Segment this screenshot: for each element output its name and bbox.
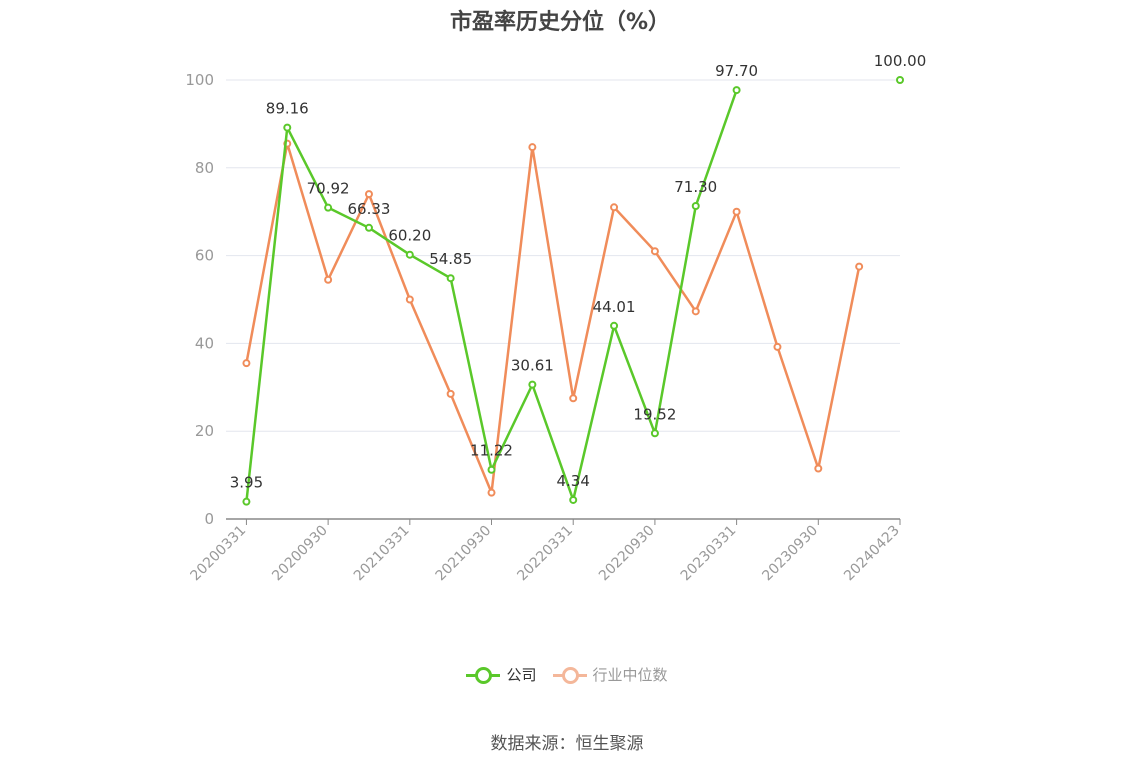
data-label-company-8: 4.34 xyxy=(557,472,590,490)
data-point-industry-6 xyxy=(487,488,496,497)
data-label-company-4: 60.20 xyxy=(388,227,431,245)
data-point-company-16 xyxy=(896,76,904,84)
data-point-industry-2 xyxy=(324,275,333,284)
data-point-industry-15 xyxy=(855,262,864,271)
data-point-industry-4 xyxy=(405,295,414,304)
grid-lines xyxy=(226,79,900,432)
legend-label-industry: 行业中位数 xyxy=(592,666,668,684)
data-point-company-8 xyxy=(569,495,578,504)
data-source-note: 数据来源：恒生聚源 xyxy=(490,734,644,754)
data-label-company-12: 97.70 xyxy=(715,62,758,80)
data-labels: 3.95 89.16 70.92 66.33 60.20 54.85 11.22 30.61 4… xyxy=(230,52,927,492)
legend-item-industry[interactable]: 行业中位数 xyxy=(552,664,668,685)
data-point-industry-8 xyxy=(569,394,578,403)
data-point-company-6 xyxy=(487,465,496,474)
data-point-company-3 xyxy=(364,223,373,232)
series-line-industry-0 xyxy=(245,142,861,494)
data-point-industry-5 xyxy=(446,389,455,398)
data-point-industry-11 xyxy=(691,307,700,316)
y-tick-label-0: 0 xyxy=(204,510,214,528)
data-point-industry-3 xyxy=(364,190,373,199)
x-tick-label-6: 20230331 xyxy=(678,523,740,585)
data-label-company-16: 100.00 xyxy=(874,52,927,70)
x-tick-label-7: 20230930 xyxy=(759,523,821,585)
x-tick-label-3: 20210930 xyxy=(433,523,495,585)
data-label-company-7: 30.61 xyxy=(511,357,554,375)
data-label-company-6: 11.22 xyxy=(470,442,513,460)
data-point-industry-13 xyxy=(773,342,782,351)
x-tick-label-5: 20220930 xyxy=(596,523,658,585)
legend-swatch-company xyxy=(466,666,501,684)
data-label-company-0: 3.95 xyxy=(230,474,263,492)
data-point-company-2 xyxy=(324,203,333,212)
data-label-company-5: 54.85 xyxy=(429,250,472,268)
data-label-company-9: 44.01 xyxy=(593,298,636,316)
legend: 公司 行业中位数 xyxy=(0,664,1134,685)
data-label-company-11: 71.30 xyxy=(674,178,717,196)
y-tick-label-5: 100 xyxy=(185,71,214,89)
data-point-industry-14 xyxy=(814,464,823,473)
chart-title: 市盈率历史分位（%） xyxy=(449,10,671,35)
data-label-company-1: 89.16 xyxy=(266,100,309,118)
y-tick-label-2: 40 xyxy=(195,334,214,352)
data-point-industry-7 xyxy=(528,143,537,152)
x-tick-label-1: 20200930 xyxy=(269,523,331,585)
axes: 0 20 40 60 80 100 20200331 20200930 20210331 2021… xyxy=(185,71,902,584)
data-point-company-1 xyxy=(283,123,292,132)
y-tick-label-4: 80 xyxy=(195,159,214,177)
data-label-company-3: 66.33 xyxy=(347,200,390,218)
x-tick-label-2: 20210331 xyxy=(351,523,413,585)
data-point-company-5 xyxy=(446,274,455,283)
data-point-industry-12 xyxy=(732,207,741,216)
y-tick-label-1: 20 xyxy=(195,422,214,440)
series-line-company-0 xyxy=(245,89,738,502)
legend-item-company[interactable]: 公司 xyxy=(466,664,537,685)
data-point-company-0 xyxy=(242,497,251,506)
data-point-company-11 xyxy=(691,201,700,210)
data-point-industry-9 xyxy=(610,203,619,212)
data-point-company-12 xyxy=(732,86,741,95)
data-label-company-2: 70.92 xyxy=(307,180,350,198)
data-point-company-10 xyxy=(650,429,659,438)
x-tick-label-8: 20240423 xyxy=(841,523,903,585)
x-tick-label-0: 20200331 xyxy=(188,523,250,585)
legend-swatch-industry xyxy=(552,666,587,684)
data-label-company-10: 19.52 xyxy=(633,405,676,423)
data-point-company-9 xyxy=(610,321,619,330)
data-point-industry-0 xyxy=(242,359,251,368)
y-tick-label-3: 60 xyxy=(195,247,214,265)
x-tick-label-4: 20220331 xyxy=(514,523,576,585)
legend-label-company: 公司 xyxy=(506,666,537,684)
data-point-company-4 xyxy=(405,250,414,259)
data-point-industry-10 xyxy=(650,247,659,256)
data-point-company-7 xyxy=(528,380,537,389)
series-lines xyxy=(242,76,904,506)
